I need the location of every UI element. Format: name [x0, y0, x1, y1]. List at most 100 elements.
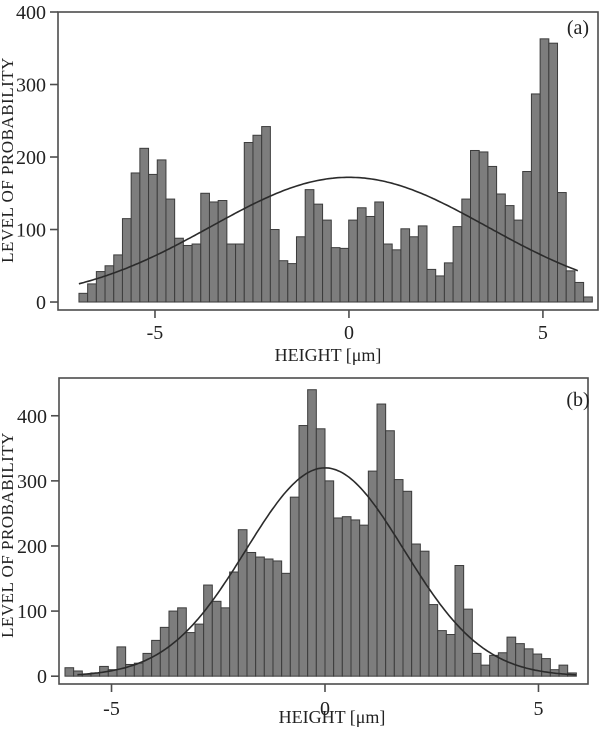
histogram-bar: [142, 652, 153, 677]
x-tick-label: 5: [538, 322, 548, 344]
histogram-bar: [217, 200, 228, 303]
histogram-bar: [400, 228, 411, 303]
histogram-bar: [530, 93, 541, 303]
histogram-bar: [565, 270, 576, 303]
histogram-bar: [522, 171, 532, 303]
x-tick-label: -5: [147, 322, 164, 344]
y-axis-label-panel-a: LEVEL OF PROBABILITY: [0, 57, 17, 263]
histogram-bar: [113, 254, 123, 303]
histogram-bar: [229, 571, 239, 677]
histogram-bar: [208, 201, 219, 303]
histogram-bar: [289, 496, 300, 677]
histogram-bar: [558, 664, 569, 677]
histogram-bar: [235, 243, 245, 303]
y-tick-label: 100: [17, 601, 47, 623]
histogram-bar: [393, 479, 404, 677]
y-tick-label: 0: [37, 666, 47, 688]
histogram-bar: [226, 243, 237, 303]
histogram-bar: [382, 243, 393, 303]
x-axis-label-panel-a: HEIGHT [μm]: [274, 345, 382, 365]
histogram-bar: [583, 296, 593, 303]
histogram-bar: [269, 229, 280, 303]
histogram-bar: [532, 653, 543, 677]
y-tick-label: 300: [16, 75, 46, 97]
histogram-bar: [177, 607, 187, 677]
histogram-bar: [139, 147, 150, 303]
histogram-bar: [385, 430, 395, 677]
y-tick-label: 300: [17, 471, 47, 493]
histogram-bar: [295, 236, 306, 303]
histogram-bar: [341, 516, 352, 677]
histogram-bar: [64, 667, 75, 677]
histogram-bar: [497, 652, 508, 677]
histogram-bar: [437, 630, 447, 677]
histogram-bar: [174, 237, 184, 303]
x-axis-label-panel-b: HEIGHT [μm]: [278, 707, 386, 727]
histogram-bar: [402, 490, 413, 677]
histogram-bar: [426, 268, 437, 303]
histogram-bar: [87, 283, 97, 303]
histogram-bar: [419, 550, 430, 677]
histogram-bar: [333, 517, 343, 677]
histogram-bar: [315, 428, 326, 677]
histogram-bar: [443, 262, 454, 303]
histogram-bar: [261, 126, 271, 303]
x-tick-label: -5: [103, 698, 120, 720]
histogram-bar: [281, 572, 291, 677]
histogram-bar: [487, 165, 498, 303]
histogram-bar: [376, 403, 387, 677]
histogram-bar: [539, 38, 550, 303]
histogram-bar: [298, 425, 309, 677]
histogram-bar: [121, 218, 132, 303]
histogram-bar: [252, 134, 263, 303]
histogram-bar: [339, 247, 350, 303]
histogram-bar: [513, 219, 524, 303]
y-tick-label: 0: [36, 292, 46, 314]
histogram-bar: [496, 193, 506, 303]
histogram-bar: [220, 607, 231, 677]
histogram-bar: [374, 201, 384, 303]
histogram-bar: [541, 658, 551, 677]
histogram-bar: [194, 623, 205, 677]
histogram-bar: [428, 604, 439, 677]
histogram-bar: [203, 584, 213, 677]
histogram-bar: [263, 558, 274, 677]
x-tick-label: 0: [344, 322, 354, 344]
histogram-bar: [304, 189, 315, 303]
gaussian-fit-curve: [77, 467, 577, 676]
histogram-bar: [322, 219, 332, 303]
histogram-bar: [480, 664, 491, 677]
histogram-bar: [287, 263, 297, 303]
histogram-bar: [104, 265, 115, 303]
histogram-bar: [356, 207, 367, 303]
histogram-bar: [211, 600, 222, 677]
y-tick-label: 400: [16, 2, 46, 24]
histogram-bar: [574, 281, 585, 303]
histogram-bar: [116, 646, 127, 677]
histogram-bar: [409, 236, 419, 303]
histogram-bar: [435, 275, 445, 303]
histogram-bar: [463, 608, 473, 677]
histogram-bar: [489, 654, 499, 677]
x-tick-label: 0: [320, 698, 330, 720]
histogram-bar: [272, 560, 283, 677]
histogram-bar: [548, 42, 559, 303]
y-axis-label-panel-b: LEVEL OF PROBABILITY: [0, 432, 17, 638]
histogram-bar: [182, 244, 193, 303]
y-tick-label: 400: [17, 406, 47, 428]
histogram-bar: [243, 142, 254, 303]
histogram-bar: [313, 203, 324, 303]
histogram-bar: [365, 215, 376, 303]
histogram-bar: [359, 524, 369, 677]
histogram-bar: [454, 565, 465, 677]
histogram-bar: [185, 632, 196, 677]
gaussian-fit-curve: [78, 176, 579, 285]
histogram-bar: [391, 249, 402, 303]
histogram-bar: [151, 639, 161, 677]
histogram-bar: [78, 292, 89, 303]
y-tick-label: 200: [16, 147, 46, 169]
plot-frame: [57, 11, 599, 311]
histogram-bar: [348, 219, 358, 303]
